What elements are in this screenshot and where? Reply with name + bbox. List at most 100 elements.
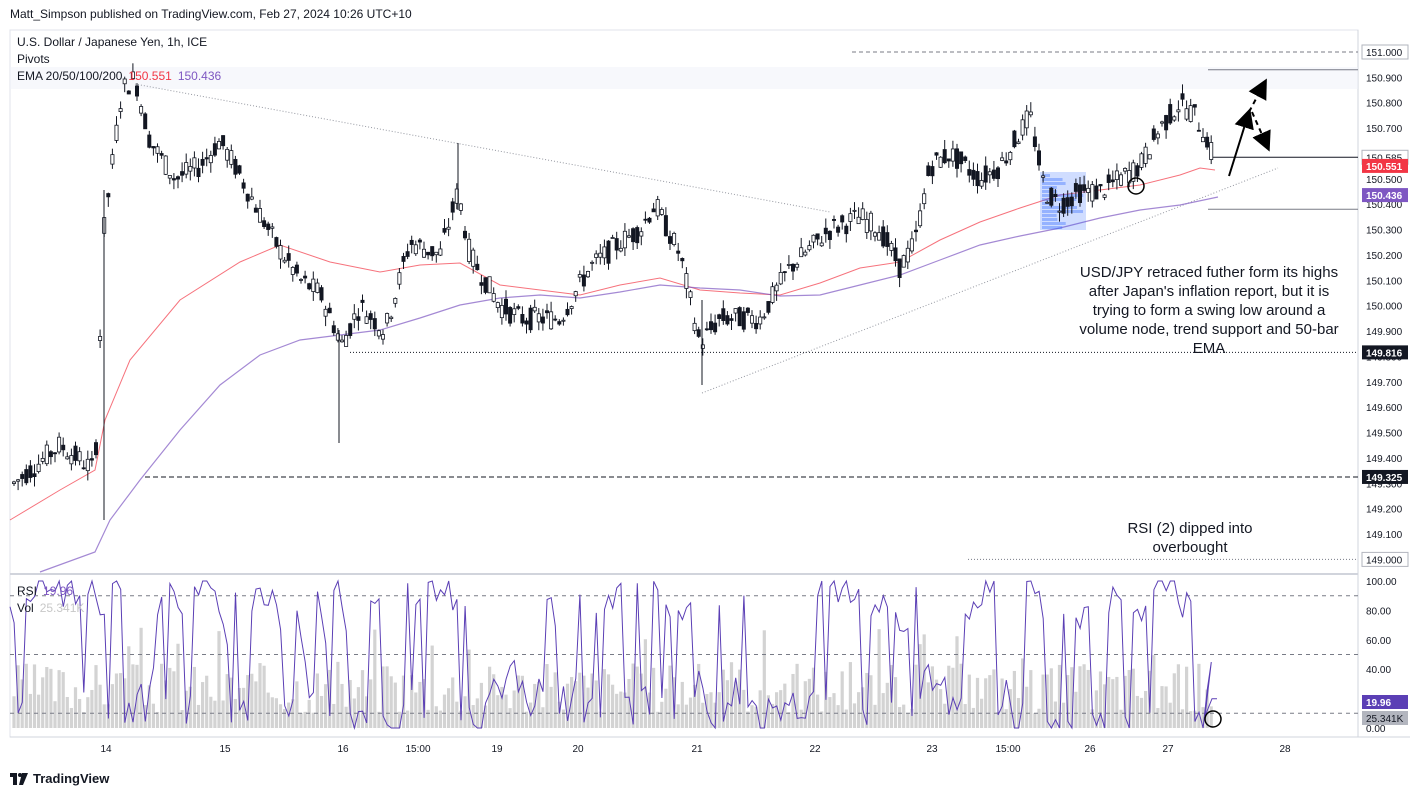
candle-body-130	[545, 310, 550, 314]
volume-bar-12	[61, 672, 65, 728]
price-label-box-0	[1361, 44, 1409, 60]
tradingview-brand[interactable]: TradingView	[10, 771, 109, 786]
volume-bar-24	[110, 684, 114, 728]
candle-body-260	[1078, 184, 1083, 203]
volume-profile-bar-0	[1042, 174, 1050, 177]
volume-bar-148	[619, 691, 623, 728]
volume-bar-272	[1127, 670, 1131, 728]
price-tick-5: 150.500	[1366, 175, 1403, 186]
vol-value-label: 25.341K	[1366, 714, 1404, 725]
candle-body-215	[893, 247, 898, 262]
candle-body-65	[278, 245, 283, 260]
volume-bar-226	[939, 689, 943, 728]
candle-body-41	[180, 171, 185, 176]
volume-bar-53	[229, 677, 233, 728]
candle-body-171	[713, 322, 718, 333]
volume-bar-58	[250, 673, 254, 728]
candle-body-120	[503, 298, 508, 315]
volume-bar-31	[139, 627, 143, 728]
time-tick-9: 15:00	[995, 744, 1020, 755]
candle-body-111	[467, 238, 472, 262]
price-tick-6: 150.400	[1366, 200, 1403, 211]
volume-bar-222	[922, 634, 926, 728]
rsi-line	[9, 579, 1217, 730]
volume-bar-203	[844, 709, 848, 728]
volume-bar-21	[98, 684, 102, 728]
volume-bar-224	[930, 666, 934, 728]
candle-body-28	[126, 90, 131, 95]
volume-bar-66	[283, 709, 287, 728]
price-tick-11: 149.900	[1366, 327, 1403, 338]
volume-bar-282	[1168, 702, 1172, 728]
main-annotation: USD/JPY retraced futher form its highs a…	[1079, 264, 1339, 357]
volume-bar-11	[57, 670, 61, 728]
candle-body-89	[376, 330, 381, 337]
volume-bar-28	[127, 646, 131, 728]
volume-profile-bar-1	[1042, 178, 1063, 181]
candle-body-232	[963, 156, 968, 161]
price-label-0: 151.000	[1366, 48, 1403, 59]
candle-body-99	[417, 239, 422, 243]
volume-bar-129	[541, 707, 545, 728]
candle-body-243	[1008, 151, 1013, 161]
candle-body-46	[200, 158, 205, 166]
candle-body-233	[967, 169, 972, 176]
candle-body-20	[94, 442, 99, 456]
volume-bar-182	[758, 690, 762, 728]
volume-bar-25	[114, 673, 119, 728]
volume-bar-255	[1057, 664, 1062, 728]
candle-body-212	[881, 226, 886, 247]
candle-body-45	[196, 167, 201, 178]
volume-bar-116	[488, 666, 492, 728]
candle-body-204	[848, 213, 853, 222]
volume-bar-165	[688, 697, 693, 728]
volume-bar-33	[147, 685, 151, 728]
candle-body-37	[163, 155, 168, 175]
candle-body-55	[237, 165, 242, 174]
time-tick-7: 22	[809, 744, 821, 755]
candle-body-73	[311, 278, 316, 292]
candle-body-114	[479, 282, 484, 286]
candle-body-106	[446, 226, 451, 230]
volume-bar-154	[643, 639, 647, 728]
candle-body-61	[262, 220, 267, 227]
volume-bar-10	[53, 701, 57, 728]
candle-body-283	[1172, 116, 1177, 121]
arrow-down-dashed	[1251, 111, 1271, 152]
volume-bar-119	[500, 686, 504, 728]
volume-bar-201	[836, 705, 840, 728]
volume-bar-200	[832, 693, 836, 728]
candle-body-63	[270, 226, 275, 229]
volume-bar-19	[90, 689, 94, 728]
volume-bar-81	[344, 706, 348, 728]
candle-body-196	[815, 233, 820, 240]
volume-bar-141	[590, 673, 594, 728]
volume-bar-124	[520, 675, 524, 728]
volume-bar-117	[492, 674, 496, 728]
price-label-4: 149.816	[1366, 348, 1403, 359]
candle-body-16	[77, 451, 82, 462]
volume-bar-15	[73, 687, 78, 728]
candle-body-187	[778, 272, 783, 285]
candle-body-21	[98, 336, 103, 341]
volume-bar-281	[1164, 686, 1168, 728]
candle-body-50	[216, 141, 221, 150]
candle-body-206	[856, 216, 861, 225]
price-label-2: 150.551	[1366, 162, 1403, 173]
volume-bar-138	[578, 672, 582, 728]
rsi-annotation: RSI (2) dipped into overbought	[1127, 520, 1253, 556]
volume-bar-248	[1029, 670, 1033, 728]
rsi-legend-label: RSI	[17, 584, 38, 598]
ema-legend-value-1: 150.551	[128, 69, 172, 83]
candle-body-201	[836, 226, 841, 233]
volume-bar-77	[328, 669, 332, 728]
publisher-line: Matt_Simpson published on TradingView.co…	[10, 7, 412, 21]
volume-bar-273	[1131, 668, 1135, 728]
volume-bar-166	[693, 684, 697, 728]
price-tick-8: 150.200	[1366, 251, 1403, 262]
volume-bar-283	[1172, 673, 1176, 728]
volume-bar-136	[570, 677, 574, 728]
candle-body-200	[832, 218, 837, 221]
volume-bar-230	[955, 636, 959, 728]
